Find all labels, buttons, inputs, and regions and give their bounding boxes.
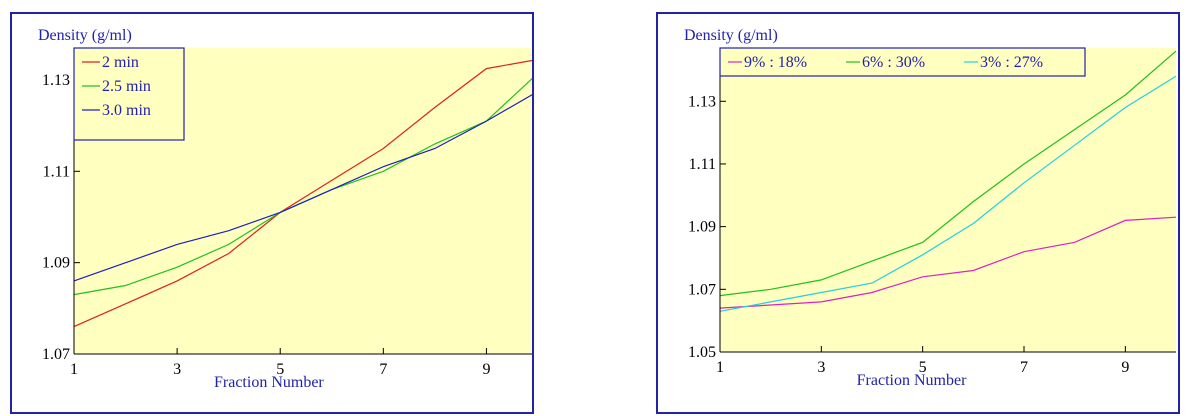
legend-label-1: 9% : 18%: [744, 54, 807, 71]
y-tick-label: 1.07: [688, 281, 716, 298]
chart-left: Density (g/ml) 1.07 1.09 1.11 1.13 1 3 5 7 9 Fract…: [38, 27, 532, 391]
y-tick-label: 1.11: [689, 156, 716, 173]
legend: [719, 47, 1086, 77]
y-tick-label: 1.11: [43, 163, 70, 180]
legend-label-2: 6% : 30%: [862, 54, 925, 71]
series-line-3: [719, 75, 1177, 312]
y-tick-label: 1.09: [688, 219, 716, 236]
x-tick-label: 1: [716, 359, 724, 376]
y-tick-label: 1.13: [42, 72, 70, 89]
y-tick-label: 1.13: [688, 93, 716, 110]
x-tick-label: 5: [919, 359, 927, 376]
y-tick-label: 1.09: [42, 255, 70, 272]
x-tick-label: 3: [173, 361, 181, 378]
legend-label-3: 3% : 27%: [980, 54, 1043, 71]
x-tick-label: 7: [379, 361, 387, 378]
x-tick-label: 1: [70, 361, 78, 378]
series-line-1: [73, 59, 532, 328]
x-axis-title: Fraction Number: [857, 372, 967, 389]
chart-left-panel: Density (g/ml) 1.07 1.09 1.11 1.13 1 3 5 7 9 Fract…: [10, 12, 534, 414]
legend-label-1: 2 min: [102, 54, 139, 71]
y-tick-label: 1.07: [42, 346, 70, 363]
chart-right-panel: Density (g/ml) 1.05 1.07 1.09 1.11 1.13 1 3 5 7 9 F…: [656, 12, 1180, 414]
y-axis-title: Density (g/ml): [38, 27, 132, 44]
x-tick-label: 9: [1121, 359, 1129, 376]
plot-area: [720, 48, 1176, 352]
series-line-1: [719, 216, 1177, 309]
x-tick-label: 5: [276, 361, 284, 378]
legend-label-3: 3.0 min: [102, 102, 151, 119]
series-line-3: [73, 94, 532, 282]
chart-right: Density (g/ml) 1.05 1.07 1.09 1.11 1.13 1 3 5 7 9 F…: [684, 27, 1177, 389]
y-axis-title: Density (g/ml): [684, 27, 778, 44]
y-tick-label: 1.05: [688, 344, 716, 361]
series-line-2: [719, 50, 1177, 297]
x-axis-title: Fraction Number: [214, 374, 324, 391]
legend-label-2: 2.5 min: [102, 78, 151, 95]
x-tick-label: 3: [817, 359, 825, 376]
legend: [73, 47, 185, 141]
x-tick-label: 9: [482, 361, 490, 378]
x-tick-label: 7: [1020, 359, 1028, 376]
